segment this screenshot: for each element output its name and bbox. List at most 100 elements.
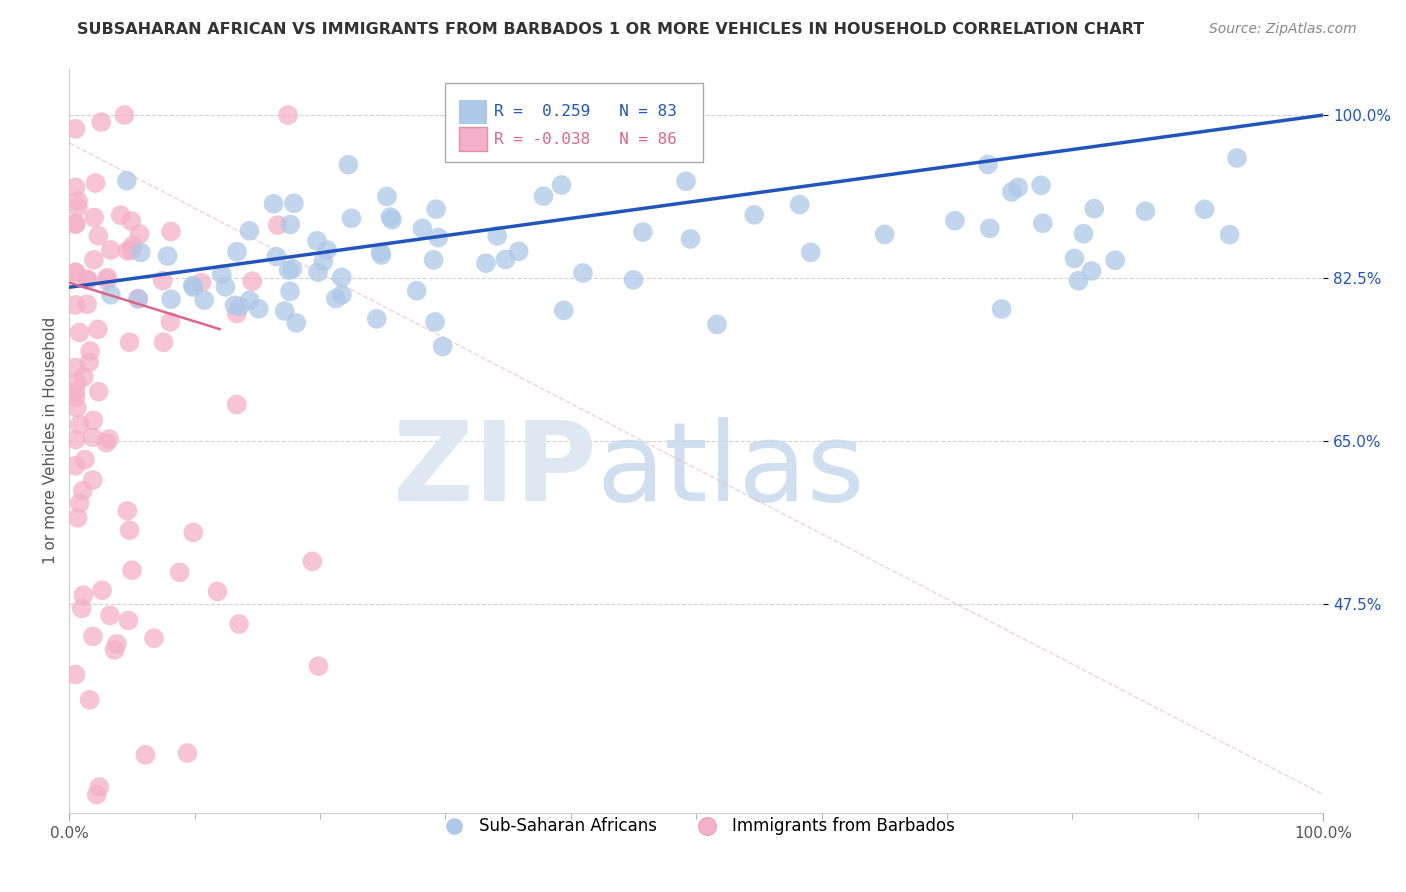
- Point: [118, 523, 141, 537]
- Point: [307, 265, 329, 279]
- Point: [83, 211, 105, 225]
- Text: Source: ZipAtlas.com: Source: ZipAtlas.com: [1209, 22, 1357, 37]
- Point: [84, 176, 107, 190]
- Point: [66, 510, 89, 524]
- Point: [65, 390, 87, 404]
- Point: [550, 178, 572, 192]
- Point: [278, 218, 301, 232]
- Point: [65, 180, 87, 194]
- Point: [238, 224, 260, 238]
- Point: [152, 274, 174, 288]
- Point: [1073, 227, 1095, 241]
- Point: [77, 355, 100, 369]
- Point: [240, 274, 263, 288]
- Point: [247, 301, 270, 316]
- Point: [128, 227, 150, 241]
- Point: [117, 504, 139, 518]
- Point: [100, 287, 122, 301]
- Point: [65, 266, 87, 280]
- Bar: [460, 128, 486, 151]
- Point: [229, 300, 252, 314]
- Point: [228, 617, 250, 632]
- Point: [103, 643, 125, 657]
- Point: [1135, 204, 1157, 219]
- Point: [405, 284, 427, 298]
- Point: [152, 335, 174, 350]
- Point: [381, 212, 404, 227]
- Text: SUBSAHARAN AFRICAN VS IMMIGRANTS FROM BARBADOS 1 OR MORE VEHICLES IN HOUSEHOLD C: SUBSAHARAN AFRICAN VS IMMIGRANTS FROM BA…: [77, 22, 1144, 37]
- Point: [169, 566, 191, 580]
- Point: [129, 245, 152, 260]
- Point: [183, 280, 205, 294]
- Point: [495, 252, 517, 267]
- Point: [193, 293, 215, 307]
- Point: [69, 417, 91, 432]
- Point: [120, 214, 142, 228]
- Point: [330, 287, 353, 301]
- Point: [112, 108, 135, 122]
- Text: ZIP: ZIP: [392, 417, 596, 524]
- Point: [82, 430, 104, 444]
- Point: [79, 693, 101, 707]
- Point: [87, 322, 110, 336]
- Point: [370, 248, 392, 262]
- Point: [1029, 178, 1052, 193]
- Y-axis label: 1 or more Vehicles in Household: 1 or more Vehicles in Household: [44, 318, 58, 565]
- Point: [110, 208, 132, 222]
- Bar: [460, 100, 486, 124]
- Point: [121, 238, 143, 252]
- Point: [65, 433, 87, 447]
- Point: [181, 278, 204, 293]
- Point: [800, 245, 823, 260]
- Point: [706, 318, 728, 332]
- Point: [117, 244, 139, 258]
- Point: [679, 232, 702, 246]
- Point: [65, 458, 87, 473]
- Point: [285, 316, 308, 330]
- Point: [281, 261, 304, 276]
- Point: [105, 637, 128, 651]
- Point: [1032, 216, 1054, 230]
- Point: [277, 108, 299, 122]
- Point: [990, 301, 1012, 316]
- Point: [427, 230, 450, 244]
- Point: [1226, 151, 1249, 165]
- FancyBboxPatch shape: [446, 84, 703, 161]
- Point: [325, 292, 347, 306]
- Point: [160, 225, 183, 239]
- Point: [266, 250, 288, 264]
- Point: [475, 256, 498, 270]
- Point: [307, 659, 329, 673]
- Point: [207, 584, 229, 599]
- Point: [65, 384, 87, 399]
- Point: [225, 307, 247, 321]
- Point: [1063, 252, 1085, 266]
- Point: [66, 401, 89, 415]
- Point: [115, 174, 138, 188]
- Point: [117, 614, 139, 628]
- Point: [312, 254, 335, 268]
- Point: [211, 267, 233, 281]
- Point: [156, 249, 179, 263]
- Point: [301, 554, 323, 568]
- Point: [432, 339, 454, 353]
- Point: [76, 297, 98, 311]
- Point: [65, 667, 87, 681]
- Point: [69, 496, 91, 510]
- Point: [411, 221, 433, 235]
- Point: [73, 452, 96, 467]
- Point: [127, 292, 149, 306]
- Point: [423, 315, 446, 329]
- Point: [72, 483, 94, 498]
- Point: [742, 208, 765, 222]
- Point: [96, 270, 118, 285]
- Point: [623, 273, 645, 287]
- Point: [90, 115, 112, 129]
- Point: [508, 244, 530, 259]
- Point: [91, 583, 114, 598]
- Point: [96, 435, 118, 450]
- Point: [1194, 202, 1216, 217]
- Point: [98, 432, 121, 446]
- Point: [160, 292, 183, 306]
- Point: [675, 174, 697, 188]
